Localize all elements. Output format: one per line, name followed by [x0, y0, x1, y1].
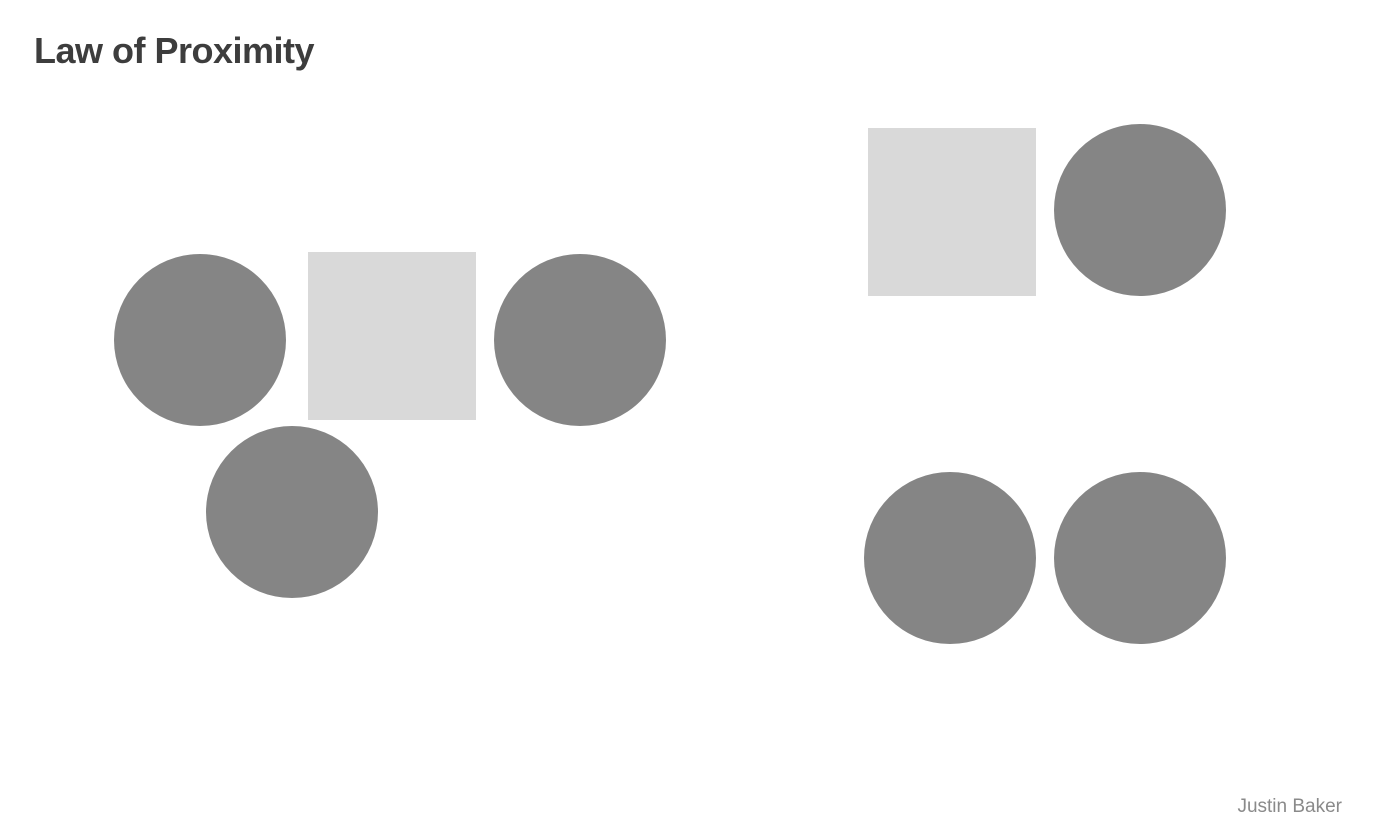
circle-shape	[1054, 472, 1226, 644]
square-shape	[308, 252, 476, 420]
circle-shape	[864, 472, 1036, 644]
circle-shape	[114, 254, 286, 426]
circle-shape	[206, 426, 378, 598]
circle-shape	[1054, 124, 1226, 296]
square-shape	[868, 128, 1036, 296]
page-title: Law of Proximity	[34, 30, 315, 71]
author-credit: Justin Baker	[1237, 796, 1342, 817]
circle-shape	[494, 254, 666, 426]
